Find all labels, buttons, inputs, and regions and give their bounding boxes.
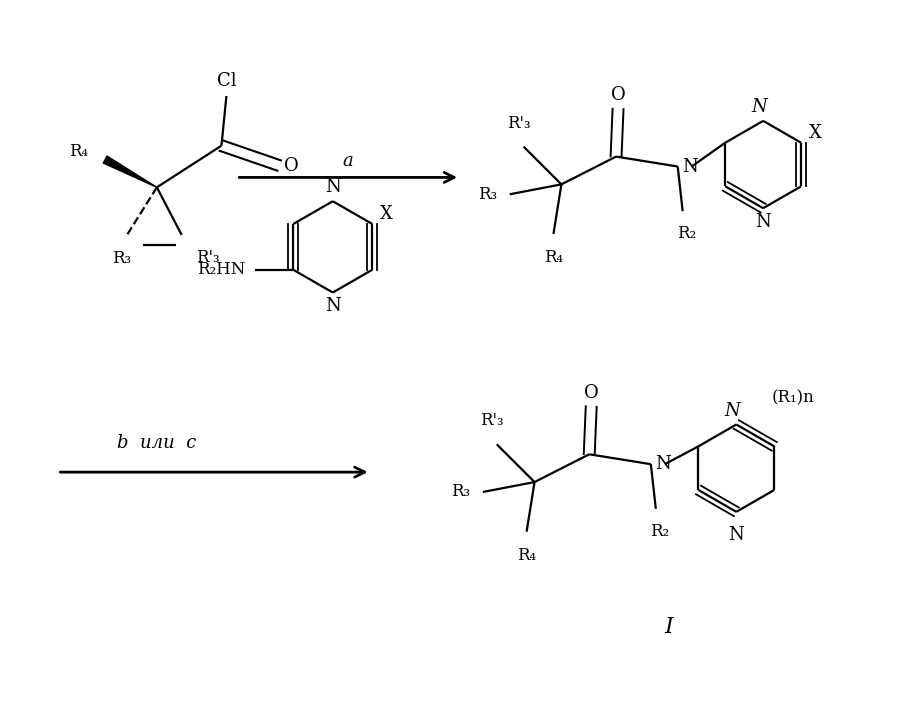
Text: R₄: R₄ [544,249,563,266]
Text: R₂: R₂ [677,225,696,242]
Polygon shape [103,156,157,187]
Text: N: N [755,213,771,231]
Text: N: N [682,157,698,175]
Text: (R₁)n: (R₁)n [771,389,814,407]
Text: R₃: R₃ [478,186,497,203]
Text: R'₃: R'₃ [480,412,504,430]
Text: N: N [728,526,744,544]
Text: N: N [654,455,671,473]
Text: R₃: R₃ [450,484,470,500]
Text: R₄: R₄ [69,143,89,160]
Text: Cl: Cl [217,72,236,90]
Text: R₂HN: R₂HN [198,261,246,278]
Text: N: N [725,402,740,420]
Text: R₂: R₂ [650,523,669,540]
Text: O: O [283,156,298,174]
Text: a: a [342,151,354,169]
Text: R'₃: R'₃ [507,115,531,132]
Text: X: X [380,205,392,223]
Text: O: O [584,384,599,402]
Text: R₃: R₃ [113,250,132,267]
Text: R₄: R₄ [517,547,536,564]
Text: N: N [325,178,341,196]
Text: X: X [809,124,821,142]
Text: R'₃: R'₃ [196,249,220,266]
Text: O: O [611,86,626,104]
Text: N: N [325,298,341,315]
Text: I: I [665,616,673,638]
Text: N: N [751,98,767,116]
Text: b  или  c: b или c [117,434,197,452]
